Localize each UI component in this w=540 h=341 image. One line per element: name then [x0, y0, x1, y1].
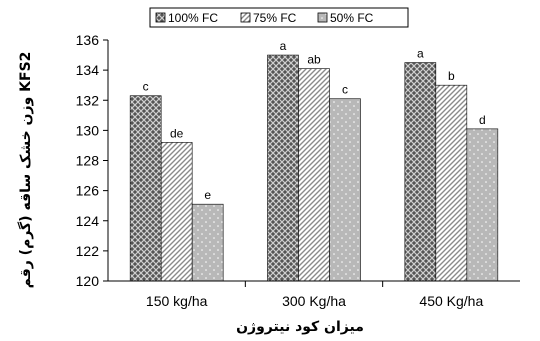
y-tick-label: 136 [76, 32, 100, 48]
bar [160, 142, 193, 282]
y-tick-label: 124 [76, 213, 100, 229]
bar [466, 128, 499, 282]
x-tick-label: 300 Kg/ha [282, 293, 346, 309]
legend-swatch-75fc [240, 12, 251, 23]
legend-label-75fc: 75% FC [253, 11, 297, 25]
legend: 100% FC 75% FC 50% FC [149, 7, 409, 28]
bar-data-label: c [143, 80, 149, 94]
bar-data-label: c [342, 83, 348, 97]
legend-swatch-100fc [155, 12, 166, 23]
bar-data-label: b [448, 69, 455, 83]
y-tick-label: 120 [76, 273, 100, 289]
y-tick-label: 134 [76, 62, 100, 78]
y-tick-label: 122 [76, 243, 100, 259]
x-axis-title: میزان کود نیتروژن [236, 319, 364, 335]
legend-label-50fc: 50% FC [330, 11, 374, 25]
bar [404, 62, 437, 282]
legend-swatch-50fc [317, 12, 328, 23]
y-tick-label: 126 [76, 183, 100, 199]
x-tick-label: 450 Kg/ha [419, 293, 483, 309]
bar-data-label: a [280, 39, 287, 53]
y-axis-title: وزن خشک ساقه (گرم) رقم KFS2 [17, 52, 34, 289]
bar-data-label: d [479, 113, 486, 127]
x-tick-label: 150 kg/ha [146, 293, 208, 309]
y-tick-label: 132 [76, 92, 100, 108]
bar-data-label: ab [307, 53, 321, 67]
bar [329, 98, 361, 282]
bar [435, 84, 468, 282]
bar [129, 95, 162, 282]
y-tick-label: 130 [76, 122, 100, 138]
plot-area: 120 122 124 126 128 130 132 134 136 c de e 150 kg/ha… [76, 32, 520, 309]
bar-data-label: de [170, 126, 184, 140]
bar-data-label: e [204, 188, 211, 202]
legend-frame [149, 7, 409, 28]
legend-label-100fc: 100% FC [168, 11, 218, 25]
bar [191, 203, 224, 282]
bar [298, 68, 330, 282]
y-tick-label: 128 [76, 153, 100, 169]
bar [267, 54, 299, 282]
bar-data-label: a [417, 47, 424, 61]
